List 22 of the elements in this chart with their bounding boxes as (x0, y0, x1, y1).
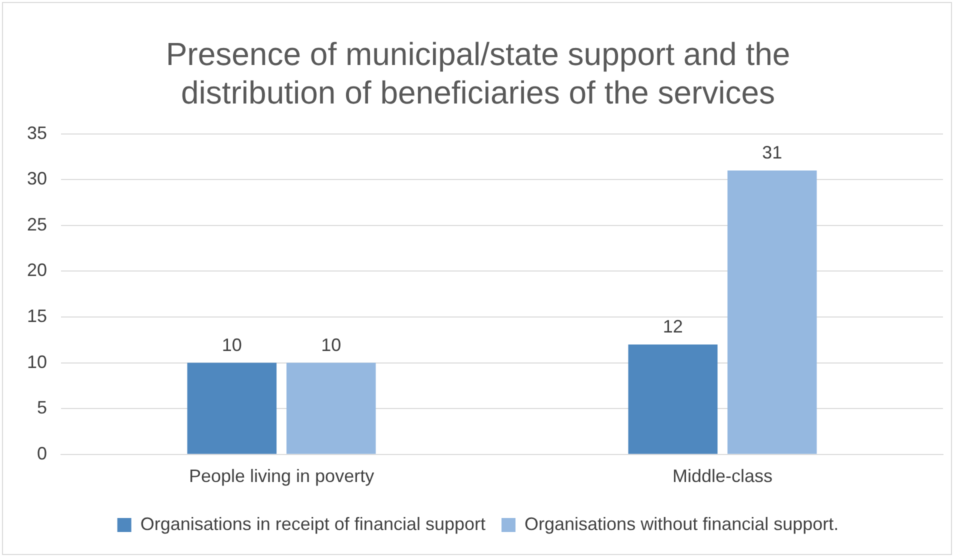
y-tick-label: 10 (26, 352, 48, 372)
x-tick-label: People living in poverty (188, 466, 374, 486)
y-tick-label: 0 (37, 443, 48, 464)
y-tick-label: 15 (26, 306, 48, 326)
y-tick-label: 25 (26, 214, 48, 234)
y-tick-label: 30 (26, 168, 48, 189)
y-tick-label: 35 (26, 122, 48, 143)
legend-label: Organisations in receipt of financial support (140, 514, 486, 534)
data-label: 31 (762, 142, 782, 162)
bar (628, 344, 718, 454)
bar (727, 170, 817, 454)
data-label: 10 (222, 334, 242, 355)
x-tick-label: Middle-class (672, 466, 773, 486)
bar (187, 362, 277, 454)
text: Presence of municipal/state support and the (166, 36, 790, 72)
y-tick-label: 20 (26, 260, 48, 280)
legend-label: Organisations without financial support. (524, 514, 839, 534)
text: distribution of beneficiaries of the services (180, 74, 776, 110)
y-tick-label: 5 (37, 398, 48, 418)
data-label: 10 (321, 334, 342, 355)
bar (286, 362, 376, 454)
data-label: 12 (662, 316, 683, 336)
